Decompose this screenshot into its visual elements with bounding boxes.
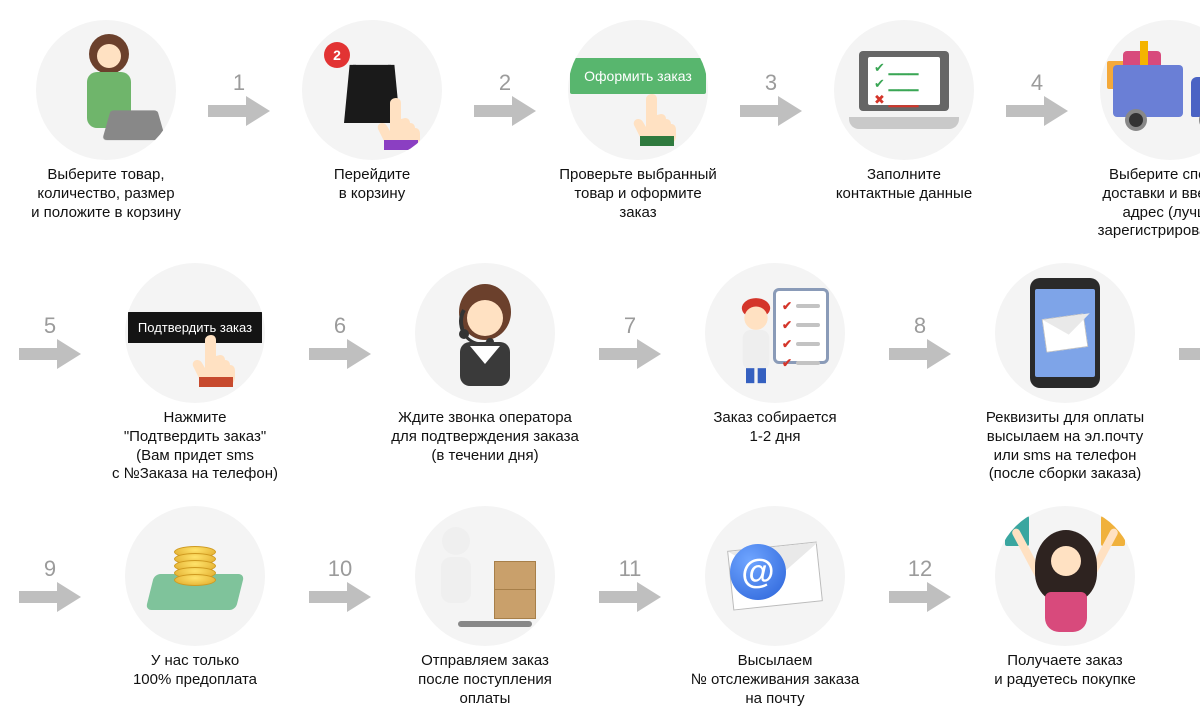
arrow-trail	[1170, 263, 1200, 371]
arrow-12-num: 12	[908, 556, 932, 582]
step-7-caption: Ждите звонка оператора для подтверждения…	[391, 409, 579, 465]
step-9-icon	[995, 263, 1135, 403]
step-6-icon: Подтвердить заказ	[125, 263, 265, 403]
arrow-9: 9	[10, 506, 90, 614]
arrow-9-num: 9	[44, 556, 56, 582]
row-1: Выберите товар, количество, размер и пол…	[10, 20, 1190, 241]
tracking-mail-icon: @	[720, 526, 830, 626]
step-1: Выберите товар, количество, размер и пол…	[10, 20, 202, 222]
step-8: ✔ ✔ ✔ ✔ Заказ собирается 1-2 дня	[670, 263, 880, 447]
step-13-caption: Получаете заказ и радуетесь покупке	[994, 652, 1136, 690]
process-flow: Выберите товар, количество, размер и пол…	[10, 20, 1190, 708]
step-4-caption: Заполните контактные данные	[836, 166, 972, 204]
step-12: @ Высылаем № отслеживания заказа на почт…	[670, 506, 880, 708]
arrow-1-num: 1	[233, 70, 245, 96]
phone-icon	[1030, 278, 1100, 388]
arrow-6: 6	[300, 263, 380, 371]
cart-badge: 2	[324, 42, 350, 68]
step-10: У нас только 100% предоплата	[90, 506, 300, 690]
arrow-3-num: 3	[765, 70, 777, 96]
step-3-icon: Оформить заказ	[568, 20, 708, 160]
happy-customer-icon	[1005, 516, 1125, 636]
arrow-5-num: 5	[44, 313, 56, 339]
step-4: ✔ ▁▁▁✔ ▁▁▁✖ ▁▁▁ Заполните контактные дан…	[808, 20, 1000, 204]
truck-icon	[1105, 45, 1200, 135]
step-3: Оформить заказ Проверьте выбранный товар…	[542, 20, 734, 222]
hand-point-icon	[632, 92, 678, 146]
arrow-8: 8	[880, 263, 960, 371]
arrow-2: 2	[468, 20, 542, 128]
step-11-icon	[415, 506, 555, 646]
arrow-8-num: 8	[914, 313, 926, 339]
arrow-12: 12	[880, 506, 960, 614]
step-9-caption: Реквизиты для оплаты высылаем на эл.почт…	[986, 409, 1144, 484]
step-5-icon	[1100, 20, 1200, 160]
step-1-caption: Выберите товар, количество, размер и пол…	[31, 166, 181, 222]
envelope-icon	[1042, 313, 1088, 352]
step-8-caption: Заказ собирается 1-2 дня	[713, 409, 836, 447]
step-11: Отправляем заказ после поступления оплат…	[380, 506, 590, 708]
step-1-icon	[36, 20, 176, 160]
arrow-10-num: 10	[328, 556, 352, 582]
step-13-icon	[995, 506, 1135, 646]
checkout-button: Оформить заказ	[570, 58, 706, 94]
arrow-3: 3	[734, 20, 808, 128]
step-6-caption: Нажмите "Подтвердить заказ" (Вам придет …	[112, 409, 278, 484]
row-2: 5 Подтвердить заказ Нажмите "Подтвердить…	[10, 263, 1190, 484]
step-12-icon: @	[705, 506, 845, 646]
step-6: Подтвердить заказ Нажмите "Подтвердить з…	[90, 263, 300, 484]
arrow-5: 5	[10, 263, 90, 371]
step-8-icon: ✔ ✔ ✔ ✔	[705, 263, 845, 403]
step-5: Выберите способ доставки и введите адрес…	[1074, 20, 1200, 241]
step-2-icon: 2	[302, 20, 442, 160]
arrow-4: 4	[1000, 20, 1074, 128]
step-13: Получаете заказ и радуетесь покупке	[960, 506, 1170, 690]
arrow-11: 11	[590, 506, 670, 614]
step-2: 2 Перейдите в корзину	[276, 20, 468, 204]
step-7-icon	[415, 263, 555, 403]
laptop-icon: ✔ ▁▁▁✔ ▁▁▁✖ ▁▁▁	[849, 51, 959, 129]
step-5-caption: Выберите способ доставки и введите адрес…	[1098, 166, 1200, 241]
step-10-caption: У нас только 100% предоплата	[133, 652, 257, 690]
arrow-6-num: 6	[334, 313, 346, 339]
step-4-icon: ✔ ▁▁▁✔ ▁▁▁✖ ▁▁▁	[834, 20, 974, 160]
clipboard-icon: ✔ ✔ ✔ ✔	[773, 288, 829, 364]
step-11-caption: Отправляем заказ после поступления оплат…	[418, 652, 552, 708]
hand-point-icon	[191, 333, 237, 387]
arrow-7-num: 7	[624, 313, 636, 339]
hand-point-icon	[376, 96, 422, 150]
arrow-2-num: 2	[499, 70, 511, 96]
step-10-icon	[125, 506, 265, 646]
step-12-caption: Высылаем № отслеживания заказа на почту	[691, 652, 859, 708]
step-9: Реквизиты для оплаты высылаем на эл.почт…	[960, 263, 1170, 484]
arrow-1: 1	[202, 20, 276, 128]
shipping-icon	[430, 521, 540, 631]
step-7: Ждите звонка оператора для подтверждения…	[380, 263, 590, 465]
row-3: 9 У нас только 100% предоплата 10	[10, 506, 1190, 708]
arrow-7: 7	[590, 263, 670, 371]
worker-icon: ✔ ✔ ✔ ✔	[725, 278, 825, 388]
coins-icon	[140, 536, 250, 616]
operator-icon	[440, 278, 530, 388]
step-2-caption: Перейдите в корзину	[334, 166, 410, 204]
step-3-caption: Проверьте выбранный товар и оформите зак…	[559, 166, 717, 222]
arrow-11-num: 11	[619, 556, 642, 582]
arrow-4-num: 4	[1031, 70, 1043, 96]
arrow-10: 10	[300, 506, 380, 614]
